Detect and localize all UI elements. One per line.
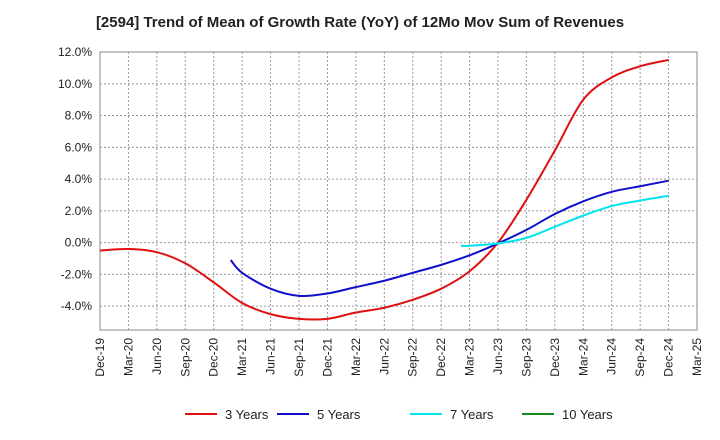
y-tick-label: 6.0% xyxy=(65,140,93,154)
series-line-7-years xyxy=(461,194,669,247)
series-line-3-years xyxy=(99,58,669,321)
legend-label-7-years: 7 Years xyxy=(450,407,494,422)
y-tick-label: 2.0% xyxy=(65,204,93,218)
y-axis: 12.0% 10.0% 8.0% 6.0% 4.0% 2.0% 0.0% -2.0% -4.0% xyxy=(58,45,92,313)
x-tick-label: Dec-23 xyxy=(548,338,562,377)
y-tick-label: 10.0% xyxy=(58,77,92,91)
x-tick-label: Jun-23 xyxy=(491,338,505,375)
legend-label-5-years: 5 Years xyxy=(317,407,361,422)
x-tick-label: Mar-23 xyxy=(463,338,477,376)
x-tick-label: Dec-20 xyxy=(207,338,221,377)
legend-label-3-years: 3 Years xyxy=(225,407,269,422)
legend: 3 Years 5 Years 7 Years 10 Years xyxy=(185,407,613,422)
x-tick-label: Sep-21 xyxy=(292,338,306,377)
x-tick-label: Mar-24 xyxy=(576,338,590,376)
x-tick-label: Jun-21 xyxy=(264,338,278,375)
x-tick-label: Jun-24 xyxy=(605,338,619,375)
y-tick-label: -4.0% xyxy=(61,299,93,313)
x-tick-label: Dec-21 xyxy=(320,338,334,377)
x-tick-label: Sep-23 xyxy=(519,338,533,377)
x-tick-label: Dec-24 xyxy=(662,338,676,377)
y-tick-label: 0.0% xyxy=(65,236,93,250)
x-axis: Dec-19 Mar-20 Jun-20 Sep-20 Dec-20 Mar-21 Jun-… xyxy=(93,338,704,377)
series-lines xyxy=(99,58,669,321)
x-tick-label: Jun-20 xyxy=(150,338,164,375)
x-tick-label: Mar-22 xyxy=(349,338,363,376)
x-tick-label: Dec-19 xyxy=(93,338,107,377)
x-tick-label: Jun-22 xyxy=(377,338,391,375)
x-tick-label: Mar-20 xyxy=(121,338,135,376)
chart-title: [2594] Trend of Mean of Growth Rate (YoY… xyxy=(95,14,625,31)
legend-label-10-years: 10 Years xyxy=(562,407,613,422)
y-tick-label: -2.0% xyxy=(61,267,93,281)
y-tick-label: 12.0% xyxy=(58,45,92,59)
y-tick-label: 4.0% xyxy=(65,172,93,186)
plot-background xyxy=(99,51,698,331)
x-tick-label: Mar-21 xyxy=(235,338,249,376)
y-tick-label: 8.0% xyxy=(65,109,93,123)
x-tick-label: Sep-22 xyxy=(406,338,420,377)
series-line-5-years xyxy=(229,179,669,298)
x-tick-label: Mar-25 xyxy=(690,338,704,376)
x-tick-label: Sep-24 xyxy=(633,338,647,377)
x-tick-label: Dec-22 xyxy=(434,338,448,377)
x-tick-label: Sep-20 xyxy=(178,338,192,377)
